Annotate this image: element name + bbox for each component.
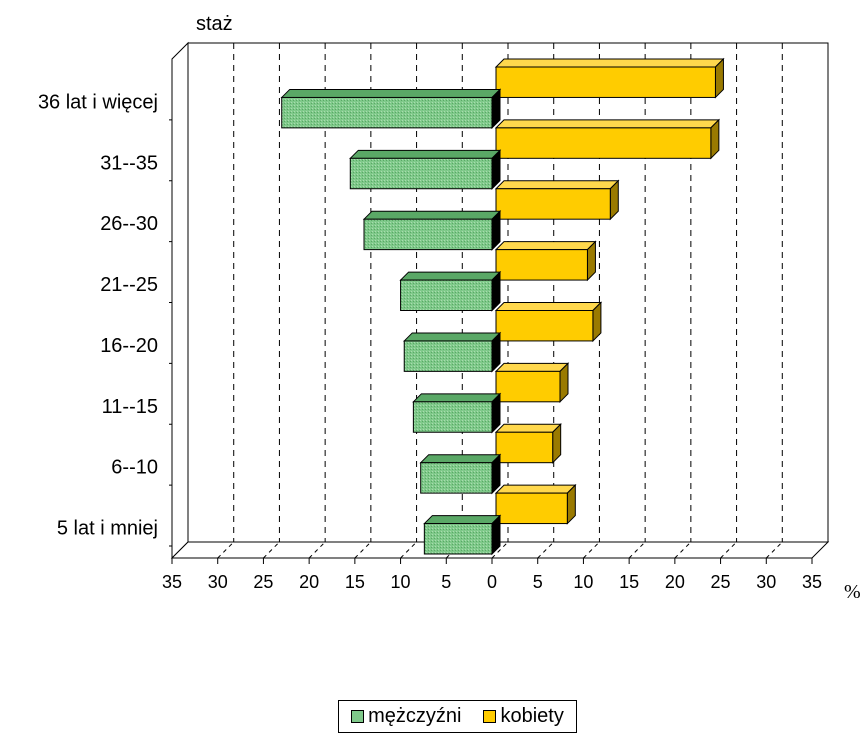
gridlines	[217, 43, 783, 559]
bar-mezczyzni-top	[419, 454, 502, 464]
category-label: 26--30	[100, 213, 158, 235]
legend-swatch-women	[483, 710, 497, 723]
floor-gridline	[308, 541, 326, 559]
legend: mężczyźni kobiety	[338, 700, 577, 733]
x-tick-label: 0	[487, 572, 497, 592]
x-tick-label: 30	[756, 572, 776, 592]
x-tick-label: 5	[441, 572, 451, 592]
bar-mezczyzni	[403, 340, 493, 372]
bar-mezczyzni-top	[423, 515, 502, 525]
bar-mezczyzni	[423, 523, 493, 555]
floor-gridline	[400, 541, 417, 559]
floor-gridline	[263, 541, 280, 559]
bar-kobiety-top	[494, 484, 577, 494]
category-label: 11--15	[102, 396, 158, 418]
floor-gridline	[628, 541, 646, 559]
bars	[280, 57, 725, 556]
category-label: 36 lat i więcej	[38, 91, 158, 113]
x-tick-label: 25	[711, 572, 731, 592]
x-tick-label: 25	[253, 572, 273, 592]
bar-kobiety-top	[494, 423, 562, 433]
floor-gridline	[765, 541, 783, 559]
bar-mezczyzni-top	[399, 271, 502, 281]
bar-mezczyzni-top	[349, 149, 502, 159]
bar-mezczyzni	[412, 401, 493, 433]
bar-kobiety	[495, 66, 716, 98]
bar-mezczyzni-top	[403, 332, 502, 342]
category-label: 5 lat i mniej	[57, 518, 158, 540]
labels: 35 30 25 20 15 10 5 0 5 10 15 20 25 30 35 % staż 36 lat i…	[38, 13, 861, 603]
x-unit-label: %	[844, 581, 861, 603]
floor-gridline	[217, 541, 235, 559]
bar-mezczyzni-top	[412, 393, 502, 403]
x-tick-label: 35	[162, 572, 182, 592]
bar-mezczyzni	[400, 279, 493, 311]
bar-kobiety	[495, 492, 568, 525]
bar-kobiety	[495, 249, 588, 281]
y-axis-label: staż	[196, 13, 233, 35]
bar-kobiety	[495, 127, 712, 159]
bar-kobiety-top	[494, 302, 603, 311]
legend-item-women: kobiety	[483, 705, 564, 728]
bar-kobiety	[495, 431, 554, 464]
bar-kobiety-top	[494, 58, 725, 68]
floor-gridline	[720, 541, 737, 559]
category-label: 21--25	[100, 274, 158, 296]
x-tick-label: 10	[391, 572, 411, 592]
floor-gridline	[583, 541, 600, 559]
category-label: 16--20	[100, 335, 158, 357]
legend-item-men: mężczyźni	[351, 705, 461, 728]
x-tick-label: 15	[345, 572, 365, 592]
x-tick-label: 10	[573, 572, 593, 592]
bar-mezczyzni-top	[280, 88, 502, 98]
legend-swatch-men	[351, 710, 365, 723]
bar-mezczyzni	[363, 218, 493, 251]
x-tick-label: 20	[299, 572, 319, 592]
bar-kobiety-top	[494, 119, 721, 129]
side-wall	[171, 41, 189, 560]
floor-gridline	[674, 541, 692, 559]
bar-kobiety	[495, 370, 561, 403]
floor-gridline	[354, 541, 372, 559]
category-label: 31--35	[100, 152, 158, 174]
x-tick-label: 20	[665, 572, 685, 592]
legend-label-men: mężczyźni	[368, 705, 462, 727]
bar-kobiety	[495, 188, 611, 220]
bar-mezczyzni	[281, 96, 493, 129]
floor-gridline	[537, 541, 555, 559]
legend-label-women: kobiety	[500, 705, 564, 727]
bar-kobiety-top	[494, 180, 620, 190]
floor-gridline	[491, 541, 509, 559]
bar-kobiety-top	[494, 241, 597, 251]
bar-kobiety	[495, 310, 594, 342]
bar-kobiety-top	[494, 362, 570, 372]
bar-mezczyzni	[349, 157, 493, 190]
x-tick-label: 15	[619, 572, 639, 592]
x-tick-label: 30	[208, 572, 228, 592]
category-label: 6--10	[111, 457, 158, 479]
x-tick-label: 35	[802, 572, 822, 592]
bar-mezczyzni	[420, 462, 493, 494]
bar-mezczyzni-top	[362, 210, 502, 220]
x-tick-label: 5	[533, 572, 543, 592]
